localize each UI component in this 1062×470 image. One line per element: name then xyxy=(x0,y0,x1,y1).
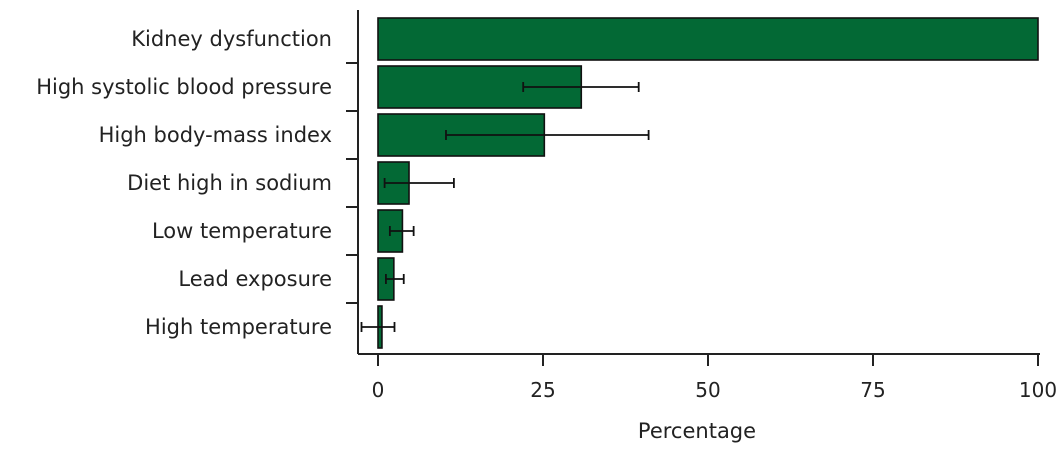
x-tick-label: 100 xyxy=(1019,378,1057,402)
bars xyxy=(377,17,1039,349)
bar xyxy=(377,17,1039,61)
category-label: Low temperature xyxy=(152,219,332,243)
category-label: Kidney dysfunction xyxy=(131,27,332,51)
x-tick-label: 25 xyxy=(530,378,555,402)
x-axis-title: Percentage xyxy=(638,419,756,443)
category-label: High temperature xyxy=(145,315,332,339)
error-bars xyxy=(360,82,650,332)
y-axis xyxy=(346,10,359,354)
category-label: Diet high in sodium xyxy=(127,171,332,195)
category-labels: Kidney dysfunction High systolic blood pr… xyxy=(36,27,332,339)
x-tick-label: 0 xyxy=(372,378,385,402)
x-axis: 0 25 50 75 100 xyxy=(358,353,1057,402)
category-label: High systolic blood pressure xyxy=(36,75,332,99)
x-tick-label: 75 xyxy=(860,378,885,402)
category-label: Lead exposure xyxy=(178,267,332,291)
x-tick-label: 50 xyxy=(695,378,720,402)
category-label: High body-mass index xyxy=(99,123,332,147)
